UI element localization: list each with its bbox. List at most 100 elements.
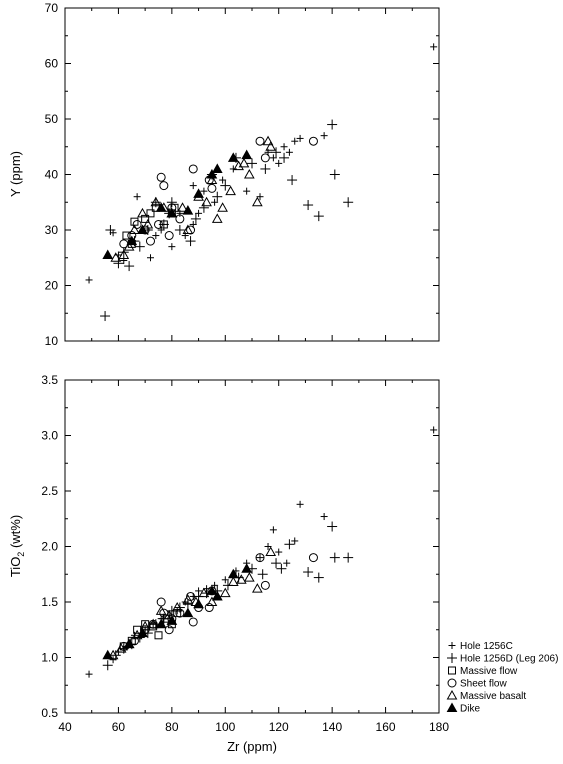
data-point-massive-basalt: [115, 643, 127, 653]
y-axis-label-subscript: 2: [16, 552, 26, 557]
data-point-dike: [137, 224, 148, 234]
data-point-massive-basalt: [238, 157, 250, 168]
legend-marker-plus-small: [448, 642, 456, 649]
data-point-massive-flow: [146, 209, 155, 218]
data-point-massive-basalt: [265, 546, 277, 557]
data-point-dike: [102, 249, 114, 259]
x-tick-label: 80: [165, 720, 179, 734]
data-point-massive-basalt: [155, 605, 167, 615]
series-dike-top: [102, 149, 253, 259]
legend-label: Massive basalt: [460, 691, 526, 702]
data-point-sheet-flow: [255, 136, 265, 146]
data-point-massive-flow: [141, 620, 150, 629]
data-point-hole-1256c: [256, 554, 264, 562]
data-point-dike: [206, 168, 218, 179]
data-point-massive-basalt: [219, 587, 231, 598]
x-tick-label: 160: [376, 720, 396, 734]
data-point-hole-1256d-leg-206: [276, 563, 287, 574]
data-point-hole-1256c: [280, 143, 288, 151]
data-point-massive-basalt: [251, 583, 263, 593]
data-point-dike: [166, 615, 178, 625]
data-point-dike: [123, 638, 135, 649]
x-tick-label: 60: [112, 720, 126, 734]
data-point-sheet-flow: [175, 214, 185, 224]
legend-marker-triangle-filled: [446, 702, 458, 712]
data-point-massive-basalt: [265, 141, 277, 151]
data-point-hole-1256c: [146, 254, 154, 262]
data-point-hole-1256d-leg-206: [303, 200, 314, 211]
y-ticks-top: 10 20 30 40 50 60 70: [45, 1, 439, 348]
data-point-hole-1256c: [291, 537, 299, 545]
series-sheet-flow-bottom: [119, 553, 318, 651]
data-point-dike: [193, 188, 204, 198]
data-point-hole-1256d-leg-206: [257, 569, 268, 580]
data-point-massive-flow: [141, 214, 150, 223]
legend-item: Hole 1256C: [448, 641, 513, 652]
data-point-hole-1256d-leg-206: [198, 202, 209, 213]
data-point-massive-flow: [154, 631, 163, 640]
x-tick-label: 140: [322, 720, 342, 734]
y-ticks-bottom: 0.5 1.0 1.5 2.0 2.5 3.0 3.5: [41, 373, 439, 720]
data-point-hole-1256c: [200, 187, 208, 195]
legend-label: Sheet flow: [460, 679, 507, 690]
data-point-massive-basalt: [217, 202, 228, 212]
data-point-hole-1256d-leg-206: [174, 225, 185, 235]
data-point-hole-1256d-leg-206: [313, 572, 324, 583]
legend-marker-circle: [447, 678, 457, 688]
data-point-sheet-flow: [204, 603, 214, 613]
data-point-sheet-flow: [159, 181, 169, 191]
data-point-hole-1256c: [296, 134, 304, 142]
data-point-hole-1256d-leg-206: [124, 261, 135, 272]
x-tick-label: 180: [429, 720, 449, 734]
data-point-hole-1256d-leg-206: [271, 558, 282, 569]
data-point-dike: [102, 649, 114, 660]
legend: Hole 1256C Hole 1256D (Leg 206)Massive fl…: [446, 641, 558, 715]
data-point-hole-1256d-leg-206: [284, 539, 295, 550]
data-point-hole-1256c: [269, 526, 277, 534]
data-point-hole-1256d-leg-206: [190, 213, 201, 224]
data-point-massive-basalt: [110, 252, 122, 262]
data-point-massive-basalt: [142, 218, 154, 229]
points-bottom: [85, 426, 438, 678]
data-point-massive-basalt: [171, 602, 183, 612]
data-point-hole-1256c: [168, 243, 176, 251]
y-tick-label: 30: [45, 223, 59, 237]
data-point-massive-basalt: [137, 207, 148, 218]
data-point-hole-1256d-leg-206: [303, 567, 314, 578]
data-point-sheet-flow: [175, 608, 185, 618]
legend-marker-plus: [447, 653, 457, 663]
data-point-sheet-flow: [132, 219, 142, 229]
data-point-hole-1256d-leg-206: [105, 225, 116, 235]
data-point-hole-1256d-leg-206: [118, 247, 129, 258]
x-axis-label: Zr (ppm): [227, 739, 277, 754]
data-point-massive-basalt: [262, 135, 274, 146]
data-point-massive-basalt: [225, 185, 236, 196]
data-point-sheet-flow: [255, 553, 265, 563]
data-point-dike: [241, 563, 253, 573]
data-point-hole-1256c: [430, 43, 438, 51]
data-point-sheet-flow: [308, 136, 318, 146]
y-tick-label: 50: [45, 112, 59, 126]
data-point-dike: [166, 207, 178, 218]
data-point-hole-1256d-leg-206: [220, 180, 231, 191]
data-point-hole-1256c: [229, 165, 237, 173]
data-point-hole-1256c: [219, 176, 227, 184]
data-point-massive-flow: [122, 231, 131, 240]
data-point-hole-1256c: [85, 670, 93, 678]
series-hole-1256d-leg-206-bottom: [102, 521, 354, 671]
y-tick-label: 2.5: [41, 484, 58, 498]
data-point-hole-1256c: [291, 137, 299, 145]
x-tick-label: 120: [269, 720, 289, 734]
data-point-dike: [155, 202, 167, 212]
data-point-hole-1256c: [283, 559, 291, 567]
series-hole-1256c-top: [85, 43, 438, 284]
data-point-sheet-flow: [207, 183, 217, 193]
data-point-massive-basalt: [211, 213, 223, 223]
data-point-hole-1256d-leg-206: [247, 158, 257, 169]
data-point-hole-1256d-leg-206: [329, 552, 340, 563]
data-point-sheet-flow: [188, 617, 198, 627]
data-point-massive-basalt: [129, 224, 140, 234]
data-point-hole-1256c: [152, 232, 160, 240]
data-point-massive-basalt: [243, 572, 255, 582]
